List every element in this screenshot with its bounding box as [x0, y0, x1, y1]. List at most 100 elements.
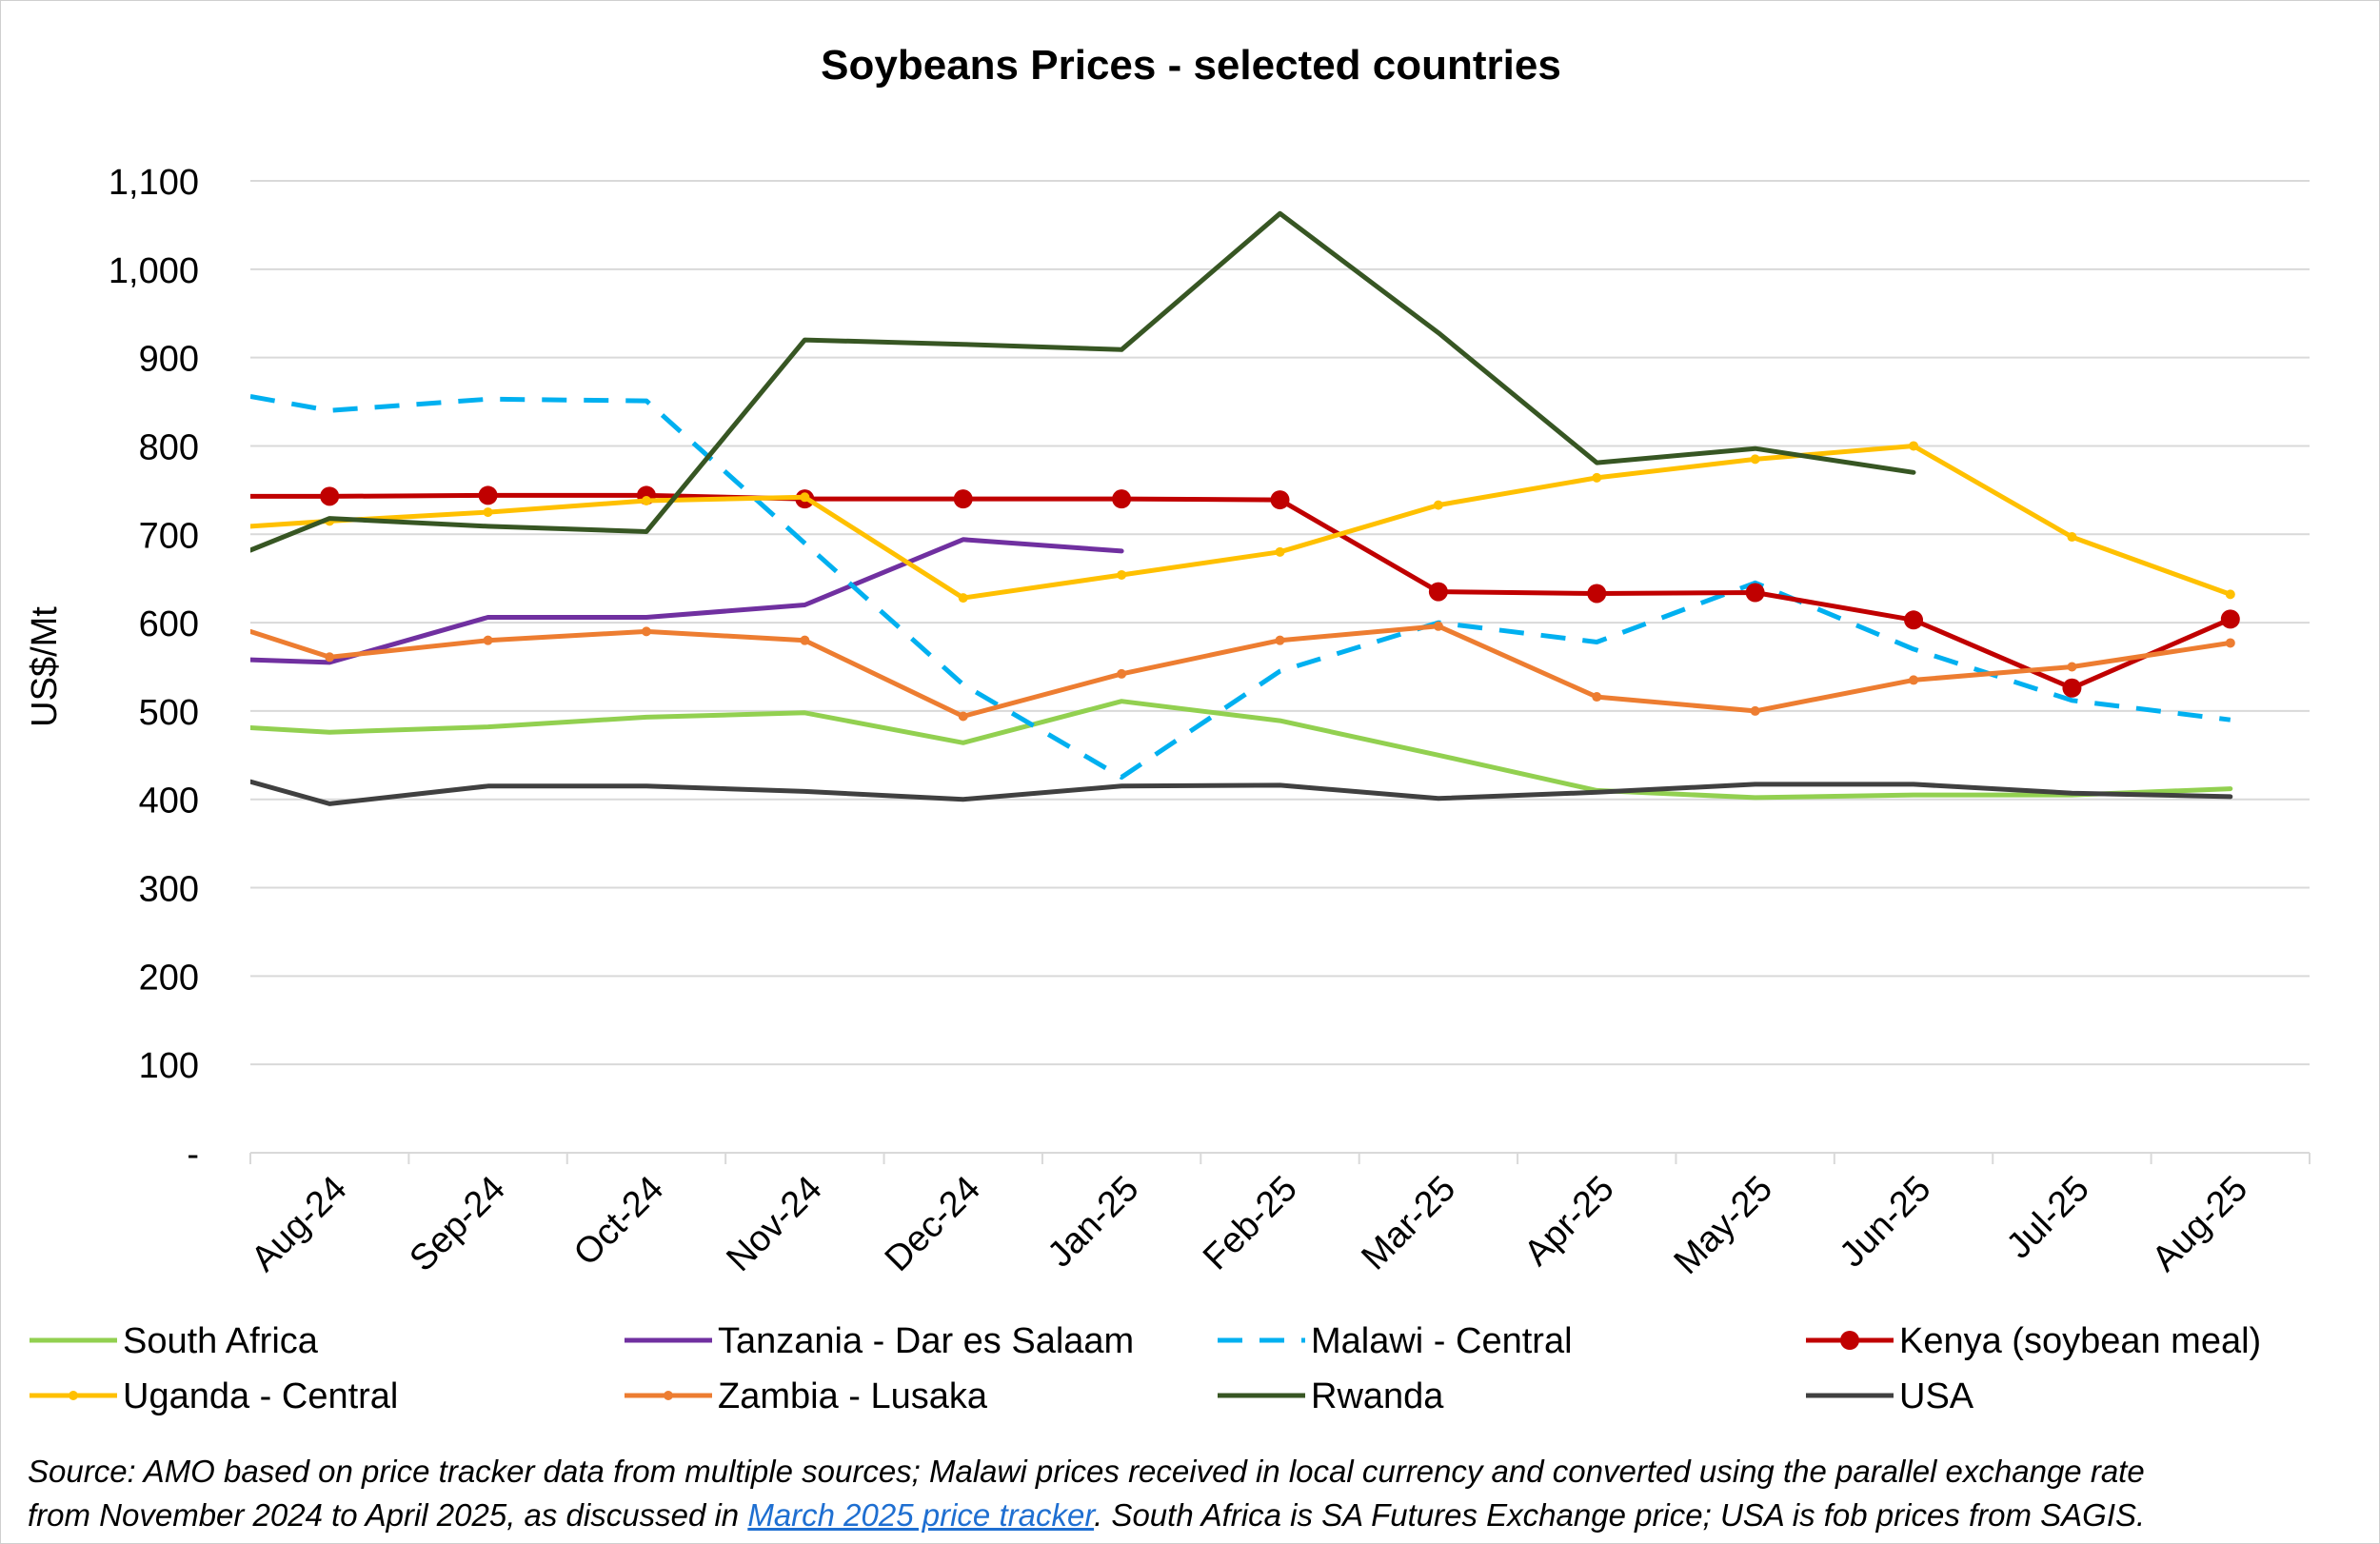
data-point [1909, 441, 1919, 451]
x-tick-label: Jun-25 [1833, 1169, 1939, 1276]
source-line-1: Source: AMO based on price tracker data … [28, 1454, 2145, 1489]
y-tick-label: 600 [139, 604, 199, 644]
data-point [1904, 610, 1924, 630]
legend-item: Rwanda [1218, 1376, 1444, 1416]
data-point [1750, 705, 1760, 716]
legend-item: Kenya (soybean meal) [1806, 1321, 2261, 1361]
y-tick-label: 200 [139, 958, 199, 998]
x-tick-label: Dec-24 [878, 1169, 988, 1279]
legend-item: Tanzania - Dar es Salaam [625, 1321, 1134, 1361]
data-point [2225, 638, 2235, 648]
data-point [958, 711, 968, 722]
data-point [320, 486, 340, 506]
series-line [250, 779, 2233, 806]
source-line-2-before: from November 2024 to April 2025, as dis… [28, 1497, 748, 1533]
data-point [1275, 546, 1285, 557]
series-zambia-lusaka [250, 621, 2235, 722]
x-axis-ticks [249, 1153, 2311, 1164]
y-axis-title: US$/Mt [25, 606, 65, 727]
x-tick-label: Mar-25 [1354, 1169, 1463, 1278]
data-point [325, 652, 335, 663]
source-line-2: from November 2024 to April 2025, as dis… [28, 1494, 2350, 1537]
data-point [1433, 621, 1443, 631]
x-tick-label: Apr-25 [1517, 1169, 1621, 1274]
series-tanzania-dar-es-salaam [250, 537, 1124, 665]
legend-item: Malawi - Central [1218, 1321, 1573, 1361]
data-point [1428, 582, 1448, 602]
data-point [2220, 609, 2240, 629]
series-line [250, 210, 1916, 553]
data-point [2067, 662, 2077, 672]
data-point [1750, 454, 1760, 465]
series-malawi-central [250, 394, 2231, 780]
legend-label: USA [1899, 1376, 1974, 1416]
data-point [1112, 489, 1132, 509]
x-tick-label: Nov-24 [719, 1169, 829, 1279]
y-tick-label: - [187, 1135, 199, 1175]
price-tracker-link[interactable]: March 2025 price tracker [747, 1497, 1095, 1533]
legend-label: Uganda - Central [123, 1376, 398, 1416]
series-line [250, 444, 2233, 601]
x-tick-label: May-25 [1667, 1169, 1780, 1282]
x-tick-label: Oct-24 [566, 1169, 671, 1274]
data-point [641, 496, 651, 506]
series-south-africa [250, 699, 2233, 801]
series-kenya-soybean-meal [250, 485, 2240, 698]
legend-label: South Africa [123, 1321, 319, 1361]
data-point [1909, 675, 1919, 685]
series-line [250, 394, 2231, 780]
chart-title: Soybeans Prices - selected countries [821, 42, 1561, 89]
series-usa [250, 779, 2233, 806]
y-tick-label: 400 [139, 782, 199, 821]
series-uganda-central [250, 441, 2235, 604]
data-point [1587, 584, 1607, 604]
x-tick-label: Jan-25 [1041, 1169, 1147, 1276]
x-tick-labels: Aug-24 Sep-24 Oct-24 Nov-24 Dec-24 Jan-25 Feb-… [244, 1169, 2255, 1282]
series-line [250, 624, 2233, 719]
data-point [1745, 583, 1765, 603]
series-line [250, 492, 2233, 691]
data-point [483, 507, 493, 518]
legend-item: USA [1806, 1376, 1974, 1416]
y-tick-label: 1,000 [109, 251, 199, 291]
data-point [800, 635, 810, 645]
legend-label: Tanzania - Dar es Salaam [718, 1321, 1134, 1361]
source-line-2-after: . South Africa is SA Futures Exchange pr… [1094, 1497, 2146, 1533]
y-tick-label: 800 [139, 427, 199, 467]
x-tick-label: Aug-24 [244, 1169, 354, 1279]
legend-item: Uganda - Central [30, 1376, 398, 1416]
legend-label: Zambia - Lusaka [718, 1376, 988, 1416]
data-point [2225, 589, 2235, 600]
data-point [2067, 532, 2077, 543]
data-point [1592, 472, 1602, 483]
data-point [1117, 569, 1127, 580]
data-point [1117, 668, 1127, 679]
data-point [478, 485, 498, 505]
legend-item: South Africa [30, 1321, 319, 1361]
data-point [483, 635, 493, 645]
y-tick-label: 100 [139, 1046, 199, 1086]
data-point [1270, 490, 1290, 510]
data-point [641, 626, 651, 637]
x-tick-label: Jul-25 [1999, 1169, 2097, 1267]
series-line [250, 699, 2233, 801]
gridlines [250, 180, 2310, 1066]
y-tick-label: 300 [139, 870, 199, 910]
data-point [800, 492, 810, 503]
data-point [958, 593, 968, 604]
x-tick-label: Sep-24 [403, 1169, 513, 1279]
y-tick-label: 700 [139, 516, 199, 556]
data-point [1275, 635, 1285, 645]
y-tick-label: 500 [139, 693, 199, 733]
legend-marker [1840, 1331, 1859, 1350]
y-tick-labels: - 100 200 300 400 500 600 700 800 900 1,000 1,100 [109, 163, 199, 1175]
legend-label: Rwanda [1311, 1376, 1444, 1416]
x-tick-label: Feb-25 [1196, 1169, 1305, 1278]
series-rwanda [250, 210, 1916, 553]
x-tick-label: Aug-25 [2145, 1169, 2255, 1279]
y-tick-label: 900 [139, 340, 199, 380]
data-point [1433, 500, 1443, 510]
data-point [1592, 692, 1602, 703]
line-chart: Soybeans Prices - selected countries - 100… [25, 42, 2311, 1416]
